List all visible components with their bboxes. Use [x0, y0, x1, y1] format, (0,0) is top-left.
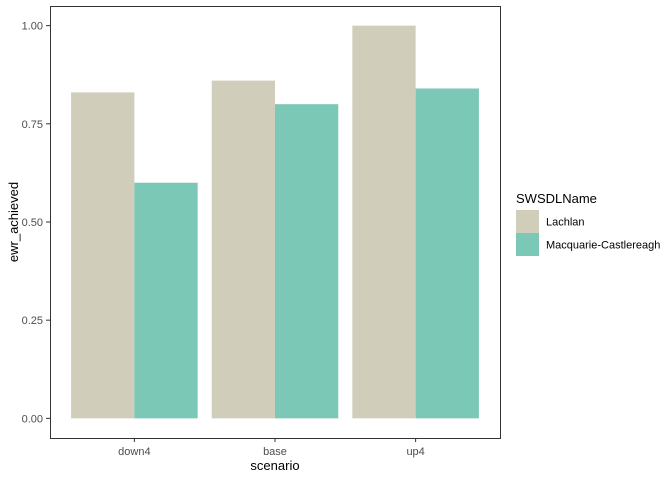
y-axis-title: ewr_achieved — [6, 182, 21, 262]
bar-macquarie-castlereagh-base — [275, 104, 339, 419]
legend-title: SWSDLName — [516, 191, 597, 206]
bar-macquarie-castlereagh-up4 — [415, 88, 479, 419]
bar-lachlan-down4 — [71, 92, 135, 419]
legend-label: Lachlan — [546, 217, 585, 229]
legend-key-macquarie-castlereagh — [516, 233, 539, 256]
y-axis: 0.00 0.25 0.50 0.75 1.00 — [22, 21, 50, 425]
y-tick-label: 0.25 — [22, 315, 43, 327]
y-tick-label: 0.00 — [22, 413, 43, 425]
y-tick-label: 1.00 — [22, 21, 43, 33]
x-axis: down4 base up4 — [118, 438, 425, 458]
y-tick-label: 0.50 — [22, 217, 43, 229]
y-tick-label: 0.75 — [22, 119, 43, 131]
legend-key-lachlan — [516, 210, 539, 233]
bars-layer — [71, 25, 479, 419]
legend-label: Macquarie-Castlereagh — [546, 240, 660, 252]
x-tick-label: down4 — [118, 446, 150, 458]
x-axis-title: scenario — [250, 458, 299, 473]
legend: SWSDLName Lachlan Macquarie-Castlereagh — [516, 191, 660, 256]
x-tick-label: base — [263, 446, 287, 458]
bar-lachlan-up4 — [352, 25, 416, 419]
bar-macquarie-castlereagh-down4 — [134, 182, 198, 419]
x-tick-label: up4 — [406, 446, 424, 458]
bar-lachlan-base — [211, 80, 275, 419]
